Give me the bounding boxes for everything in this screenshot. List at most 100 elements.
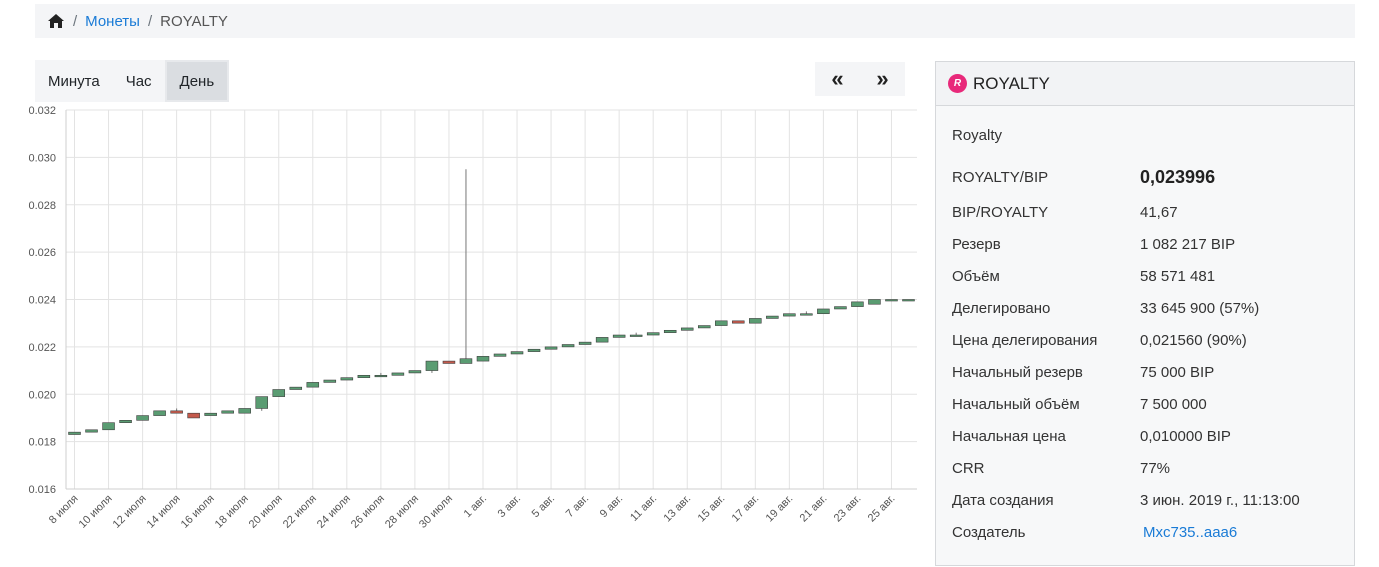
candle-body <box>732 320 745 324</box>
candle-body <box>868 299 881 305</box>
breadcrumb-separator: / <box>73 12 78 30</box>
candle-body <box>272 389 286 397</box>
x-tick-label: 5 авг. <box>530 493 557 520</box>
candle-body <box>136 415 149 421</box>
candle-body <box>834 306 847 310</box>
candle-body <box>442 360 456 364</box>
x-tick-label: 16 июля <box>179 493 217 531</box>
y-tick-label: 0.022 <box>28 342 56 354</box>
candle-body <box>102 422 115 431</box>
info-row-creator: Создатель Mxc735..aaa6 <box>952 516 1338 548</box>
x-tick-label: 11 авг. <box>628 493 659 524</box>
x-tick-label: 24 июля <box>315 493 353 531</box>
candle-body <box>646 332 660 336</box>
candle-body <box>800 313 813 316</box>
home-icon[interactable] <box>47 13 65 29</box>
info-label: Начальная цена <box>952 427 1066 445</box>
info-value: 75 000 BIP <box>1140 363 1215 381</box>
candle-body <box>902 299 915 302</box>
candle-body <box>612 334 626 338</box>
candle-body <box>391 372 405 376</box>
candle-body <box>476 356 490 362</box>
candle-body <box>119 420 132 423</box>
candle-body <box>289 386 303 390</box>
info-label: Резерв <box>952 235 1001 253</box>
candle-body <box>323 379 337 383</box>
info-row: Начальный резерв 75 000 BIP <box>952 356 1338 388</box>
range-minute-button[interactable]: Минута <box>48 72 100 90</box>
candle-body <box>578 341 592 345</box>
y-tick-label: 0.020 <box>28 389 56 401</box>
candle-body <box>595 337 609 343</box>
info-value: 41,67 <box>1140 203 1178 221</box>
x-tick-label: 13 авг. <box>662 493 694 525</box>
x-tick-label: 17 авг. <box>730 493 762 525</box>
next-period-button[interactable]: » <box>876 66 889 91</box>
x-tick-label: 21 авг. <box>798 493 830 525</box>
candle-body <box>153 410 166 416</box>
x-tick-label: 26 июля <box>349 493 387 531</box>
y-tick-label: 0.016 <box>28 484 56 496</box>
card-header: R ROYALTY <box>936 62 1354 106</box>
candle-body <box>425 360 439 371</box>
range-selector: Минута Час День <box>35 60 230 102</box>
info-value: 77% <box>1140 459 1171 477</box>
price-candlestick-chart: 0.016 0.018 0.020 0.022 0.024 0.026 0.028 0.030… <box>28 105 917 531</box>
breadcrumb-separator: / <box>147 12 153 30</box>
info-row: Начальный объём 7 500 000 <box>952 388 1338 420</box>
y-tick-label: 0.024 <box>28 295 56 307</box>
breadcrumb-link-coins[interactable]: Монеты <box>85 12 140 30</box>
coin-logo-icon: R <box>948 74 967 93</box>
info-rows: BIP/ROYALTY 41,67 Резерв 1 082 217 BIP Объём… <box>952 196 1338 516</box>
info-label: Объём <box>952 267 1000 285</box>
range-day-button[interactable]: День <box>164 60 230 102</box>
x-tick-label: 25 авг. <box>866 493 898 525</box>
candle-body <box>68 431 81 435</box>
candle-body <box>187 412 200 419</box>
y-tick-label: 0.030 <box>28 152 56 164</box>
x-tick-label: 10 июля <box>77 493 115 531</box>
range-hour-button[interactable]: Час <box>125 72 152 90</box>
x-tick-label: 22 июля <box>281 493 319 531</box>
coin-ticker: ROYALTY <box>973 73 1050 93</box>
candle-body <box>680 327 694 331</box>
candle-body <box>527 348 541 352</box>
info-row: Объём 58 571 481 <box>952 260 1338 292</box>
candle-body <box>204 412 217 416</box>
creator-address-link[interactable]: Mxc735..aaa6 <box>1143 523 1238 541</box>
candle-body <box>306 382 320 388</box>
candle-body <box>783 313 796 317</box>
info-value: 3 июн. 2019 г., 11:13:00 <box>1140 491 1300 509</box>
x-tick-label: 3 авг. <box>496 493 523 520</box>
info-row: Резерв 1 082 217 BIP <box>952 228 1338 260</box>
info-value: 7 500 000 <box>1140 395 1207 413</box>
candle-body <box>357 374 371 378</box>
candle-body <box>408 370 422 374</box>
y-tick-label: 0.028 <box>28 200 56 212</box>
candle-body <box>510 351 524 355</box>
candle-body <box>697 325 711 329</box>
info-value: 0,023996 <box>1140 166 1216 187</box>
candle-body <box>561 344 575 348</box>
x-tick-label: 7 авг. <box>564 493 591 520</box>
y-tick-label: 0.018 <box>28 437 56 449</box>
candle-body <box>340 377 354 381</box>
info-value: 33 645 900 (57%) <box>1140 299 1260 317</box>
x-tick-label: 28 июля <box>383 493 421 531</box>
x-tick-label: 18 июля <box>213 493 251 531</box>
breadcrumb: / Монеты / ROYALTY <box>35 4 1355 38</box>
info-label: CRR <box>952 459 985 477</box>
candle-body <box>238 408 251 414</box>
candle-body <box>221 410 234 414</box>
candle-body <box>255 396 268 409</box>
info-row: BIP/ROYALTY 41,67 <box>952 196 1338 228</box>
breadcrumb-current: ROYALTY <box>160 12 228 30</box>
candle-body <box>493 353 507 357</box>
candle-body <box>715 320 728 326</box>
prev-period-button[interactable]: « <box>831 66 844 91</box>
x-tick-label: 30 июля <box>417 493 455 531</box>
info-label: BIP/ROYALTY <box>952 203 1049 221</box>
coin-full-name: Royalty <box>952 127 1003 144</box>
chart-navigation: « » <box>815 62 905 96</box>
candle-body <box>663 329 677 333</box>
